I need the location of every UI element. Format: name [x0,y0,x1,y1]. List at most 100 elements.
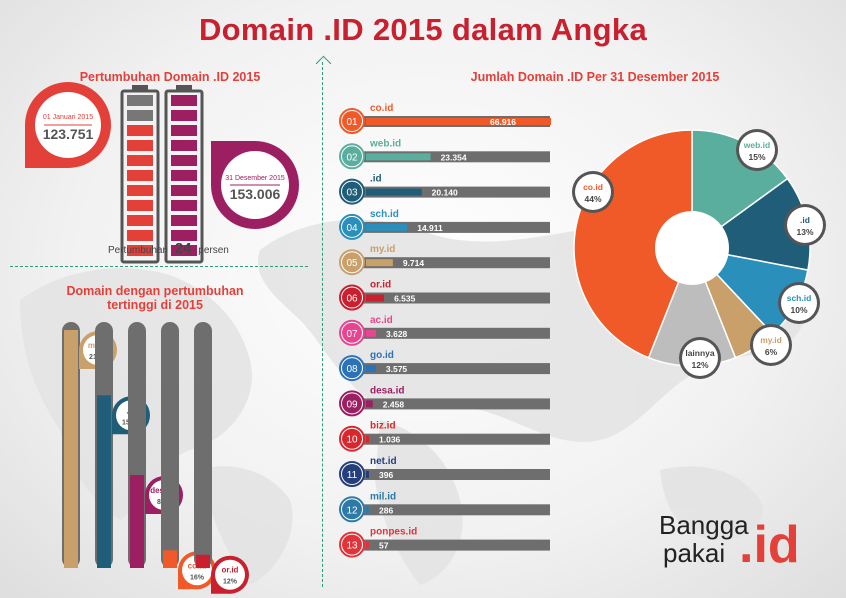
battery-segment [127,125,153,136]
battery-cap [132,85,148,91]
battery-segment [127,200,153,211]
battery-segment [127,95,153,106]
rank-badge [342,428,362,449]
rank-bar-ponpes.id [366,541,369,549]
ranking-section-title: Jumlah Domain .ID Per 31 Desember 2015 [470,70,720,84]
battery-segment [171,245,197,256]
battery-segment [127,230,153,241]
rank-number: 03 [346,188,358,199]
horizontal-divider [10,266,308,267]
battery-segment [127,185,153,196]
rank-label: my.id [370,244,395,255]
growth-caption: Pertumbuhan 24 persen [108,240,229,257]
battery-cap [176,85,192,91]
rank-number: 07 [346,329,358,340]
rank-label: biz.id [370,421,396,432]
rank-badge [342,252,362,273]
end-label: 31 Desember 2015 [225,175,285,182]
rank-bar-.id [366,188,422,196]
rank-number: 09 [346,399,358,410]
rank-bar-desa.id [366,400,373,408]
rank-bar-web.id [366,153,431,161]
rank-bar-mil.id [366,506,369,514]
rank-bar-co.id [366,118,551,125]
start-value: 123.751 [43,126,94,142]
growth-bar-track [161,322,179,568]
growth-bar-desa.id [130,475,144,568]
rank-label: go.id [370,350,394,361]
logo-suffix: .id [739,516,800,574]
logo-line1: Bangga [659,510,749,540]
pie-value: 13% [796,227,813,237]
rank-number: 06 [346,294,358,305]
growth-caption-prefix: Pertumbuhan [108,245,168,256]
rank-value: 1.036 [379,435,401,445]
pie-hole [655,211,729,285]
battery-body [164,89,204,264]
rank-label: web.id [369,138,401,149]
growth-bar-or.id [196,554,210,568]
rank-bar-track [356,469,550,480]
pie-value: 10% [790,305,807,315]
rank-badge [342,499,362,520]
growth-bar-co.id [163,550,177,568]
pie-label: my.id [760,335,782,345]
rank-value: 9.714 [403,258,425,268]
rank-number: 02 [346,152,358,163]
rank-badge [342,181,362,202]
rank-value: 286 [379,505,393,515]
battery-start [120,85,160,264]
rank-bar-track [356,504,550,516]
rank-label: sch.id [370,209,399,220]
pie-badge [787,207,823,243]
pie-label: sch.id [787,293,812,303]
vertical-divider [322,62,323,587]
battery-segment [171,170,197,181]
rank-badge [342,464,362,484]
rank-badge [342,322,362,343]
rank-label: desa.id [370,385,404,396]
pie-badge [739,132,775,168]
rank-bar-track [356,257,550,269]
rank-bar-track [356,186,550,198]
rank-number: 11 [347,470,358,481]
growth-bar-my.id [64,330,78,568]
growth-badge-value: 12% [223,579,238,586]
rank-badge [342,146,362,167]
rank-bar-sch.id [366,223,408,231]
highest-growth-title-line2: tertinggi di 2015 [107,298,203,312]
rank-value: 23.354 [441,152,467,162]
rank-number: 01 [346,117,358,128]
rank-badge [342,534,362,555]
highest-growth-title: Domain dengan pertumbuhan tertinggi di 2… [20,284,290,312]
rank-bar-track [356,327,550,339]
rank-label: co.id [370,103,393,114]
rank-number: 08 [346,364,358,375]
pie-value: 6% [765,347,778,357]
rank-bar-track [356,151,550,163]
rank-value: 6.535 [394,294,416,304]
pie-label: co.id [583,182,603,192]
growth-badge-inner [215,559,245,590]
rank-number: 13 [346,541,358,552]
rank-bar-track [356,292,550,304]
rank-bar-track [356,221,550,233]
pie-label: lainnya [685,348,715,358]
battery-end [164,85,204,264]
battery-segment [171,230,197,241]
rank-badge [342,358,362,379]
rank-value: 66.916 [490,117,516,127]
rank-bar-biz.id [366,435,369,443]
rank-bar-track [356,398,550,410]
battery-segment [127,140,153,151]
pie-badge [753,327,789,363]
rank-number: 12 [346,505,358,516]
rank-bar-ac.id [366,329,377,337]
battery-segment [127,245,153,256]
page-title: Domain .ID 2015 dalam Angka [199,12,647,47]
rank-number: 10 [346,435,358,446]
rank-bar-my.id [366,259,393,267]
battery-segment [171,95,197,106]
